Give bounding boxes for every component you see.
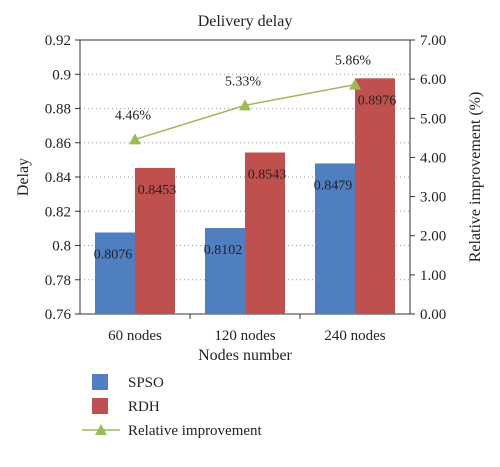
bar-data-label: 0.8976 bbox=[358, 93, 397, 108]
bar-rdh bbox=[355, 78, 395, 314]
y-tick-label: 0.76 bbox=[45, 307, 72, 323]
line-series bbox=[129, 78, 361, 145]
legend-swatch-rdh bbox=[92, 398, 108, 414]
legend: SPSO RDH Relative improvement bbox=[82, 374, 263, 439]
y-tick-label: 0.92 bbox=[45, 33, 71, 49]
line-point-marker bbox=[349, 78, 361, 90]
bar-series bbox=[95, 78, 395, 314]
y2-tick-label: 0.00 bbox=[420, 307, 446, 323]
bar-data-label: 0.8076 bbox=[94, 247, 133, 262]
bar-rdh bbox=[135, 167, 175, 314]
y-axis-label: Delay bbox=[15, 158, 32, 196]
line-point-marker bbox=[129, 133, 141, 145]
x-axis-label: Nodes number bbox=[198, 347, 292, 364]
x-tick-label: 60 nodes bbox=[108, 328, 162, 344]
bar-spso bbox=[95, 232, 135, 314]
bar-rdh bbox=[245, 152, 285, 314]
chart-title: Delivery delay bbox=[198, 13, 293, 30]
y2-tick-label: 4.00 bbox=[420, 150, 446, 166]
line-data-label: 4.46% bbox=[115, 108, 152, 123]
bar-spso bbox=[315, 163, 355, 314]
bar-data-label: 0.8453 bbox=[138, 183, 177, 198]
bar-spso bbox=[205, 228, 245, 314]
y-tick-label: 0.78 bbox=[45, 273, 71, 289]
y-tick-label: 0.88 bbox=[45, 102, 71, 118]
relative-improvement-line bbox=[134, 83, 356, 141]
y2-tick-label: 5.00 bbox=[420, 111, 446, 127]
line-data-label: 5.33% bbox=[225, 74, 262, 89]
legend-label: RDH bbox=[128, 399, 160, 415]
y2-axis-label: Relative improvement (%) bbox=[467, 92, 484, 263]
legend-swatch-spso bbox=[92, 374, 108, 390]
x-tick-label: 240 nodes bbox=[324, 328, 385, 344]
x-axis: 60 nodes 120 nodes 240 nodes bbox=[108, 314, 386, 344]
y-tick-label: 0.8 bbox=[52, 239, 71, 255]
y2-tick-label: 2.00 bbox=[420, 229, 446, 245]
y-tick-label: 0.84 bbox=[45, 170, 72, 186]
y-tick-label: 0.9 bbox=[52, 67, 71, 83]
line-data-label: 5.86% bbox=[335, 54, 372, 69]
y2-tick-label: 3.00 bbox=[420, 190, 446, 206]
data-labels: 0.8076 0.8453 0.8102 0.8543 0.8479 0.8976 4.46… bbox=[94, 54, 397, 263]
line-point-marker bbox=[239, 99, 251, 111]
x-tick-label: 120 nodes bbox=[214, 328, 275, 344]
y2-tick-label: 1.00 bbox=[420, 268, 446, 284]
y-axis-left: 0.76 0.78 0.8 0.82 0.84 0.86 0.88 0.9 0.92 bbox=[45, 33, 80, 323]
legend-label: Relative improvement bbox=[128, 423, 263, 439]
y2-tick-label: 6.00 bbox=[420, 72, 446, 88]
legend-marker bbox=[95, 424, 107, 435]
bar-data-label: 0.8543 bbox=[248, 168, 287, 183]
y-tick-label: 0.82 bbox=[45, 204, 71, 220]
y-axis-right: 0.00 1.00 2.00 3.00 4.00 5.00 6.00 7.00 bbox=[410, 33, 446, 323]
bar-data-label: 0.8479 bbox=[314, 178, 353, 193]
y-tick-label: 0.86 bbox=[45, 136, 72, 152]
legend-label: SPSO bbox=[128, 375, 164, 391]
bar-data-label: 0.8102 bbox=[204, 243, 243, 258]
y2-tick-label: 7.00 bbox=[420, 33, 446, 49]
